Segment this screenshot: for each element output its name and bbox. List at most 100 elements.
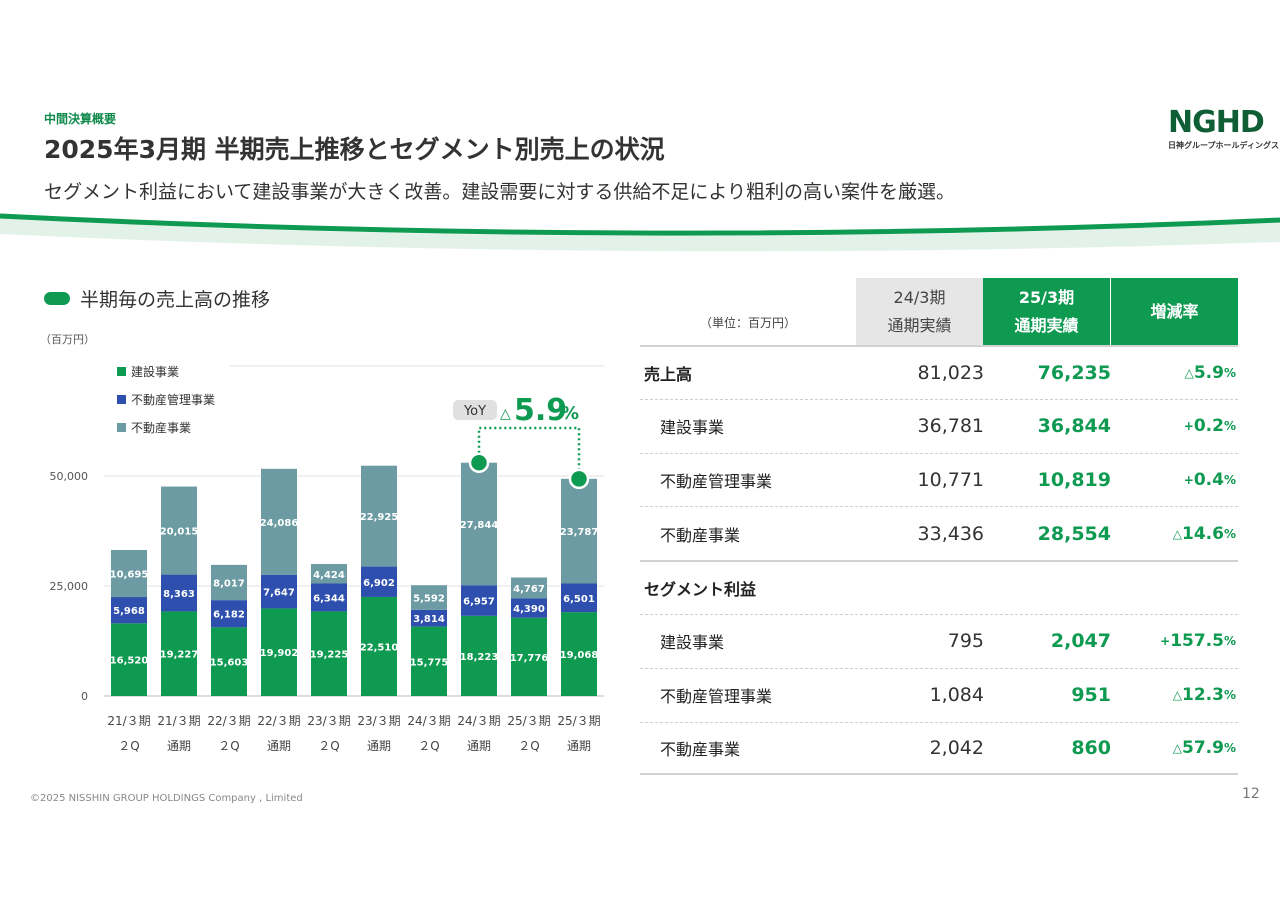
bar-segment <box>211 600 247 628</box>
prev-value: 36,781 <box>917 415 984 438</box>
bar-segment <box>561 612 597 696</box>
bar-data-label: 16,520 <box>110 656 149 667</box>
bar-segment <box>561 478 597 584</box>
x-tick-label: 22/３期 <box>207 714 250 728</box>
chart-unit-label: （百万円） <box>40 333 95 346</box>
x-tick-label: 通期 <box>167 739 191 753</box>
y-tick-label: 25,000 <box>50 580 89 593</box>
bar-segment <box>461 462 497 586</box>
bar-segment <box>261 608 297 696</box>
bar-data-label: 19,068 <box>560 650 599 661</box>
curr-value: 76,235 <box>1037 361 1111 384</box>
bar-segment <box>511 598 547 618</box>
x-tick-label: ２Q <box>218 739 239 753</box>
bar-segment <box>361 465 397 567</box>
yoy-marker-dot <box>568 468 590 490</box>
row-label: セグメント利益 <box>644 580 757 600</box>
bar-data-label: 3,814 <box>413 614 445 625</box>
copyright-footer: ©2025 NISSHIN GROUP HOLDINGS Company , L… <box>30 793 303 804</box>
change-rate: △ 5.9% <box>1184 362 1236 383</box>
bar-segment <box>511 577 547 599</box>
bar-data-label: 6,182 <box>213 610 245 621</box>
bar-data-label: 6,902 <box>363 578 395 589</box>
legend-background <box>40 362 230 444</box>
bar-segment <box>361 596 397 696</box>
bar-segment <box>211 627 247 696</box>
prev-value: 1,084 <box>929 684 984 707</box>
logo-mark: NGHD <box>1168 105 1265 140</box>
y-tick-label: 0 <box>81 690 88 703</box>
bar-data-label: 22,510 <box>360 642 399 653</box>
row-label: 不動産事業 <box>660 525 741 545</box>
bar-segment <box>311 611 347 696</box>
legend-swatch <box>117 423 126 432</box>
table-unit-label: （単位：百万円） <box>699 316 796 330</box>
bar-segment <box>361 566 397 597</box>
bar-segment <box>461 615 497 696</box>
legend-swatch <box>117 367 126 376</box>
table-row: 建設事業 795 2,047 +157.5% <box>640 613 1238 668</box>
page-number: 12 <box>1242 786 1260 802</box>
bar-segment <box>511 617 547 696</box>
logo-subtext: 日神グループホールディングス <box>1168 141 1279 150</box>
bar-data-label: 6,344 <box>313 593 345 604</box>
yoy-badge <box>453 400 497 420</box>
bar-segment <box>111 597 147 624</box>
prev-value: 81,023 <box>917 361 984 384</box>
x-tick-label: 通期 <box>567 739 591 753</box>
bar-data-label: 8,017 <box>213 579 245 590</box>
section-marker-icon <box>44 292 70 305</box>
bar-segment <box>311 583 347 612</box>
bar-data-label: 10,695 <box>110 570 149 581</box>
row-label: 不動産事業 <box>660 739 741 759</box>
bar-data-label: 15,775 <box>410 657 449 668</box>
bar-data-label: 5,968 <box>113 606 145 617</box>
bar-data-label: 27,844 <box>460 520 499 531</box>
bar-segment <box>161 486 197 575</box>
bar-data-label: 23,787 <box>560 527 599 538</box>
prev-value: 10,771 <box>917 468 984 491</box>
row-label: 不動産管理事業 <box>660 471 773 491</box>
bar-data-label: 4,390 <box>513 604 545 615</box>
change-rate: +157.5% <box>1160 631 1236 652</box>
change-rate: △ 57.9% <box>1172 737 1236 758</box>
row-label: 建設事業 <box>660 633 725 653</box>
x-tick-label: 通期 <box>367 739 391 753</box>
page-lead: セグメント利益において建設事業が大きく改善。建設需要に対する供給不足により粗利の… <box>44 181 956 203</box>
x-tick-label: 25/３期 <box>557 714 600 728</box>
curr-value: 28,554 <box>1037 522 1111 545</box>
header-curr-period: 25/3期 通期実績 <box>983 278 1110 345</box>
x-tick-label: 通期 <box>467 739 491 753</box>
bar-data-label: 6,501 <box>563 594 595 605</box>
prev-value: 33,436 <box>917 522 984 545</box>
yoy-badge-label: YoY <box>463 404 486 419</box>
bar-data-label: 17,776 <box>510 653 549 664</box>
chart-section-title: 半期毎の売上高の推移 <box>80 289 271 311</box>
curr-value: 860 <box>1071 736 1111 759</box>
yoy-marker-dot <box>468 452 490 473</box>
header-wave-decoration <box>0 213 1280 252</box>
yoy-bracket-line <box>477 426 581 479</box>
page-title: 2025年3月期 半期売上推移とセグメント別売上の状況 <box>44 135 665 164</box>
curr-value: 2,047 <box>1050 630 1111 653</box>
change-rate: +0.4% <box>1183 469 1236 490</box>
bar-data-label: 24,086 <box>260 518 299 529</box>
bar-segment <box>261 574 297 609</box>
legend-swatch <box>117 395 126 404</box>
yoy-prefix: △ <box>500 406 511 422</box>
stacked-bar-chart: 025,00050,00075,00016,5205,96810,69521/３… <box>40 360 604 753</box>
x-tick-label: 23/３期 <box>357 714 400 728</box>
bar-segment <box>311 564 347 584</box>
table-row: 不動産管理事業 1,084 951 △ 12.3% <box>640 667 1238 722</box>
bar-segment <box>411 626 447 696</box>
bar-data-label: 6,957 <box>463 597 495 608</box>
bar-data-label: 19,902 <box>260 648 299 659</box>
segment-sales-table: （単位：百万円） 24/3期 通期実績 25/3期 通期実績 増減率 売上高 8… <box>640 278 1238 776</box>
x-tick-label: 24/３期 <box>457 714 500 728</box>
x-tick-label: 24/３期 <box>407 714 450 728</box>
bar-segment <box>261 468 297 575</box>
company-logo: NGHD 日神グループホールディングス <box>1168 105 1279 156</box>
bar-data-label: 5,592 <box>413 594 445 605</box>
header-change-rate: 増減率 <box>1110 278 1238 345</box>
table-row: 売上高 81,023 76,235 △ 5.9% <box>640 345 1238 399</box>
